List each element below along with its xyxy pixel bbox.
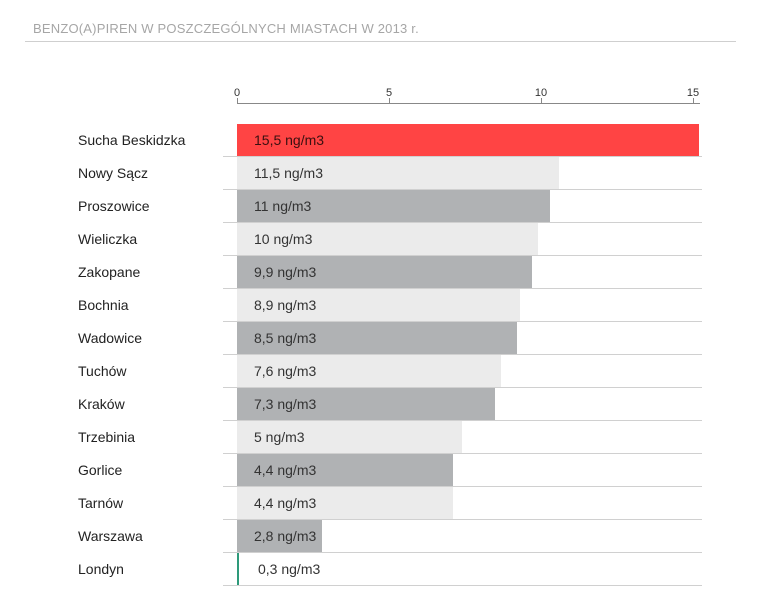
category-label: Gorlice xyxy=(78,462,123,478)
row-divider xyxy=(223,387,702,388)
row-divider xyxy=(223,453,702,454)
category-label: Sucha Beskidzka xyxy=(78,132,186,148)
data-label: 7,6 ng/m3 xyxy=(254,363,317,379)
row-divider xyxy=(223,255,702,256)
bar xyxy=(237,388,495,421)
row-divider xyxy=(223,519,702,520)
x-axis-line xyxy=(237,103,700,104)
data-label: 15,5 ng/m3 xyxy=(254,132,325,148)
category-label: Wadowice xyxy=(78,330,143,346)
row-divider xyxy=(223,321,702,322)
row-divider xyxy=(223,585,702,586)
bar xyxy=(237,454,453,487)
data-label: 0,3 ng/m3 xyxy=(258,561,321,577)
category-label: Tarnów xyxy=(78,495,124,511)
bar xyxy=(237,487,453,520)
row-divider xyxy=(223,354,702,355)
category-label: Bochnia xyxy=(78,297,129,313)
row-divider xyxy=(223,222,702,223)
category-label: Warszawa xyxy=(78,528,143,544)
bar xyxy=(237,355,501,388)
bar xyxy=(237,190,550,223)
data-label: 4,4 ng/m3 xyxy=(254,462,317,478)
bar xyxy=(237,223,538,256)
x-tick xyxy=(541,98,542,103)
bar xyxy=(237,124,699,157)
x-tick-label: 15 xyxy=(686,87,700,99)
x-tick xyxy=(389,98,390,103)
category-label: Londyn xyxy=(78,561,124,577)
bar xyxy=(237,256,532,289)
bar xyxy=(237,289,520,322)
row-divider xyxy=(223,552,702,553)
row-divider xyxy=(223,420,702,421)
data-label: 8,5 ng/m3 xyxy=(254,330,317,346)
bar xyxy=(237,553,239,586)
title-divider xyxy=(25,41,736,42)
data-label: 7,3 ng/m3 xyxy=(254,396,317,412)
data-label: 9,9 ng/m3 xyxy=(254,264,317,280)
bar xyxy=(237,520,322,553)
x-tick xyxy=(693,98,694,103)
bar xyxy=(237,157,559,190)
data-label: 2,8 ng/m3 xyxy=(254,528,317,544)
category-label: Zakopane xyxy=(78,264,141,280)
row-divider xyxy=(223,189,702,190)
x-tick-label: 5 xyxy=(385,87,393,99)
x-tick-label: 0 xyxy=(233,87,241,99)
data-label: 5 ng/m3 xyxy=(254,429,305,445)
row-divider xyxy=(223,156,702,157)
category-label: Kraków xyxy=(78,396,125,412)
category-label: Proszowice xyxy=(78,198,150,214)
bar xyxy=(237,322,517,355)
row-divider xyxy=(223,288,702,289)
data-label: 10 ng/m3 xyxy=(254,231,313,247)
chart-title: BENZO(A)PIREN W POSZCZEGÓLNYCH MIASTACH … xyxy=(33,21,419,36)
category-label: Nowy Sącz xyxy=(78,165,149,181)
data-label: 8,9 ng/m3 xyxy=(254,297,317,313)
category-label: Trzebinia xyxy=(78,429,136,445)
data-label: 11 ng/m3 xyxy=(254,198,312,214)
data-label: 11,5 ng/m3 xyxy=(254,165,324,181)
data-label: 4,4 ng/m3 xyxy=(254,495,317,511)
x-tick xyxy=(237,98,238,103)
bar xyxy=(237,421,462,454)
category-label: Wieliczka xyxy=(78,231,138,247)
row-divider xyxy=(223,486,702,487)
category-label: Tuchów xyxy=(78,363,127,379)
x-tick-label: 10 xyxy=(534,87,548,99)
